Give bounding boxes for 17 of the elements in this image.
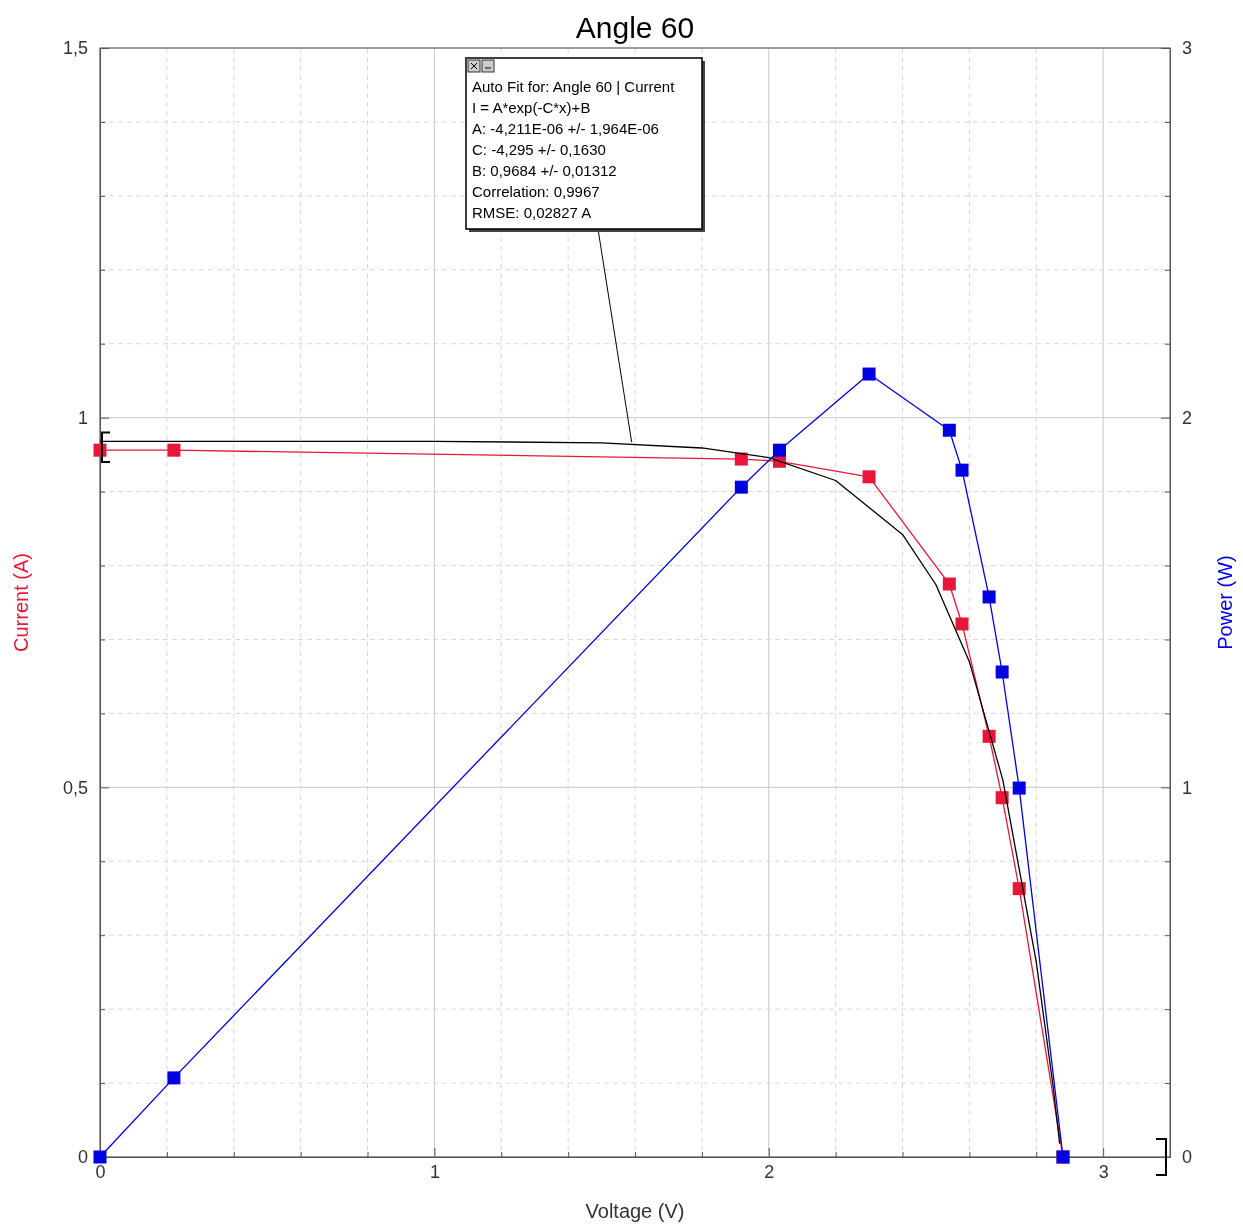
x-tick-label: 1: [429, 1161, 440, 1182]
y-tick-label: 0: [77, 1147, 88, 1168]
x-axis-title: Voltage (V): [585, 1200, 685, 1222]
y2-tick-label: 1: [1182, 777, 1193, 798]
y-tick-label: 1,5: [62, 38, 88, 59]
x-tick-label: 3: [1098, 1161, 1109, 1182]
x-tick-label: 0: [95, 1161, 106, 1182]
y2-tick-label: 3: [1182, 38, 1193, 59]
y-tick-label: 1: [77, 407, 88, 428]
annotation: Auto Fit for: Angle 60 | Current I = A*exp(-C*x)+B A: -4,211E-06 +/- 1,964E-06 C: -4,295 +/- 0,1630 B: 0,9684 +/- 0,01312 Correlation: 0,9967 RMSE: 0,02827 A: [472, 78, 676, 221]
y2-tick-label: 2: [1182, 407, 1193, 428]
y-tick-label: 0,5: [62, 777, 88, 798]
y-axis-title: Current (A): [10, 553, 32, 652]
y2-tick-label: 0: [1182, 1147, 1193, 1168]
chart-title: Angle 60: [575, 11, 695, 44]
y2-axis-title: Power (W): [1214, 555, 1236, 650]
x-tick-label: 2: [764, 1161, 775, 1182]
